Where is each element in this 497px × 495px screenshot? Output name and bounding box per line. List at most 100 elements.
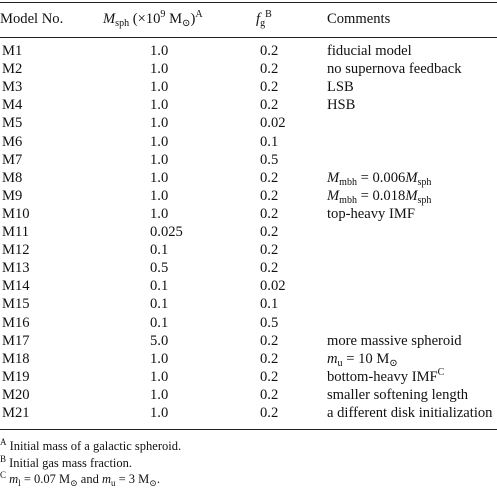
cell-model: M19 [2, 368, 30, 385]
table-header: Model No. Msph (×109 M⊙)A fgB Comments [0, 9, 497, 29]
cell-model: M13 [2, 260, 30, 277]
cell-fg: 0.1 [260, 296, 279, 313]
cell-msph: 1.0 [150, 368, 169, 385]
cell-comment: top-heavy IMF [327, 205, 415, 222]
cell-msph: 1.0 [150, 151, 169, 168]
cell-model: M3 [2, 79, 23, 96]
cell-comment: a different disk initialization [327, 405, 493, 421]
cell-fg: 0.2 [260, 405, 279, 421]
table-row: M5 1.0 0.02 [0, 114, 497, 132]
cell-fg: 0.2 [260, 242, 279, 259]
table-row: M7 1.0 0.5 [0, 151, 497, 169]
cell-comment: no supernova feedback [327, 61, 462, 78]
cell-comment: HSB [327, 97, 356, 114]
cell-fg: 0.5 [260, 314, 279, 331]
table-row: M16 0.1 0.5 [0, 314, 497, 332]
cell-msph: 1.0 [150, 61, 169, 78]
cell-comment: Mmbh = 0.006Msph [327, 169, 432, 188]
cell-fg: 0.02 [260, 115, 286, 132]
cell-msph: 1.0 [150, 79, 169, 96]
cell-model: M8 [2, 169, 23, 186]
cell-msph: 0.1 [150, 278, 169, 295]
cell-fg: 0.2 [260, 169, 279, 186]
top-rule [0, 2, 497, 4]
cell-fg: 0.2 [260, 260, 279, 277]
table-row: M2 1.0 0.2 no supernova feedback [0, 60, 497, 78]
table-row: M13 0.5 0.2 [0, 259, 497, 277]
table-row: M15 0.1 0.1 [0, 295, 497, 313]
cell-msph: 5.0 [150, 332, 169, 349]
cell-model: M7 [2, 151, 23, 168]
table-row: M17 5.0 0.2 more massive spheroid [0, 332, 497, 350]
cell-fg: 0.2 [260, 187, 279, 204]
table-row: M12 0.1 0.2 [0, 241, 497, 259]
table-row: M3 1.0 0.2 LSB [0, 78, 497, 96]
cell-msph: 1.0 [150, 405, 169, 421]
footnote-c: C ml = 0.07 M⊙ and mu = 3 M⊙. [0, 470, 160, 488]
cell-comment: fiducial model [327, 43, 412, 59]
table-row: M11 0.025 0.2 [0, 223, 497, 241]
cell-msph: 1.0 [150, 97, 169, 114]
table-row: M4 1.0 0.2 HSB [0, 96, 497, 114]
header-msph: Msph (×109 M⊙)A [103, 9, 203, 29]
header-comments: Comments [327, 11, 391, 27]
cell-fg: 0.2 [260, 205, 279, 222]
cell-model: M4 [2, 97, 23, 114]
cell-model: M10 [2, 205, 30, 222]
footnote-a: A Initial mass of a galactic spheroid. [0, 437, 182, 454]
cell-msph: 1.0 [150, 133, 169, 150]
cell-fg: 0.2 [260, 368, 279, 385]
cell-fg: 0.2 [260, 350, 279, 367]
cell-fg: 0.2 [260, 79, 279, 96]
table-row: M19 1.0 0.2 bottom-heavy IMFC [0, 366, 497, 386]
cell-fg: 0.1 [260, 133, 279, 150]
table-row: M14 0.1 0.02 [0, 277, 497, 295]
table-row: M18 1.0 0.2 mu = 10 M⊙ [0, 350, 497, 369]
header-rule [0, 37, 497, 38]
table-row: M20 1.0 0.2 smaller softening length [0, 386, 497, 404]
cell-fg: 0.2 [260, 61, 279, 78]
cell-msph: 1.0 [150, 169, 169, 186]
cell-model: M11 [2, 224, 30, 240]
cell-model: M18 [2, 350, 30, 367]
cell-fg: 0.5 [260, 151, 279, 168]
bottom-rule [0, 429, 497, 431]
table-row: M9 1.0 0.2 Mmbh = 0.018Msph [0, 187, 497, 206]
footnote-b: B Initial gas mass fraction. [0, 453, 133, 470]
cell-model: M12 [2, 242, 30, 259]
cell-fg: 0.2 [260, 224, 279, 240]
cell-model: M21 [2, 405, 30, 421]
cell-comment: Mmbh = 0.018Msph [327, 187, 432, 206]
cell-comment: LSB [327, 79, 354, 96]
cell-model: M5 [2, 115, 23, 132]
table-row: M10 1.0 0.2 top-heavy IMF [0, 205, 497, 223]
table-row: M1 1.0 0.2 fiducial model [0, 42, 497, 60]
cell-model: M6 [2, 133, 23, 150]
cell-comment: bottom-heavy IMFC [327, 366, 445, 385]
table-row: M21 1.0 0.2 a different disk initialization [0, 404, 497, 422]
cell-fg: 0.2 [260, 43, 279, 59]
header-model: Model No. [0, 11, 64, 27]
cell-model: M9 [2, 187, 23, 204]
table-row: M8 1.0 0.2 Mmbh = 0.006Msph [0, 169, 497, 188]
cell-comment: mu = 10 M⊙ [327, 350, 398, 369]
cell-model: M14 [2, 278, 30, 295]
cell-model: M20 [2, 386, 30, 403]
footnotes: A Initial mass of a galactic spheroid. B… [0, 438, 497, 488]
cell-fg: 0.02 [260, 278, 286, 295]
cell-msph: 0.1 [150, 242, 169, 259]
cell-msph: 0.025 [150, 224, 183, 240]
cell-msph: 1.0 [150, 187, 169, 204]
cell-model: M17 [2, 332, 30, 349]
cell-model: M1 [2, 43, 23, 59]
cell-fg: 0.2 [260, 386, 279, 403]
cell-fg: 0.2 [260, 97, 279, 114]
cell-fg: 0.2 [260, 332, 279, 349]
cell-model: M15 [2, 296, 30, 313]
cell-model: M16 [2, 314, 30, 331]
cell-msph: 1.0 [150, 386, 169, 403]
cell-model: M2 [2, 61, 23, 78]
cell-msph: 1.0 [150, 115, 169, 132]
cell-msph: 1.0 [150, 205, 169, 222]
cell-msph: 0.1 [150, 296, 169, 313]
